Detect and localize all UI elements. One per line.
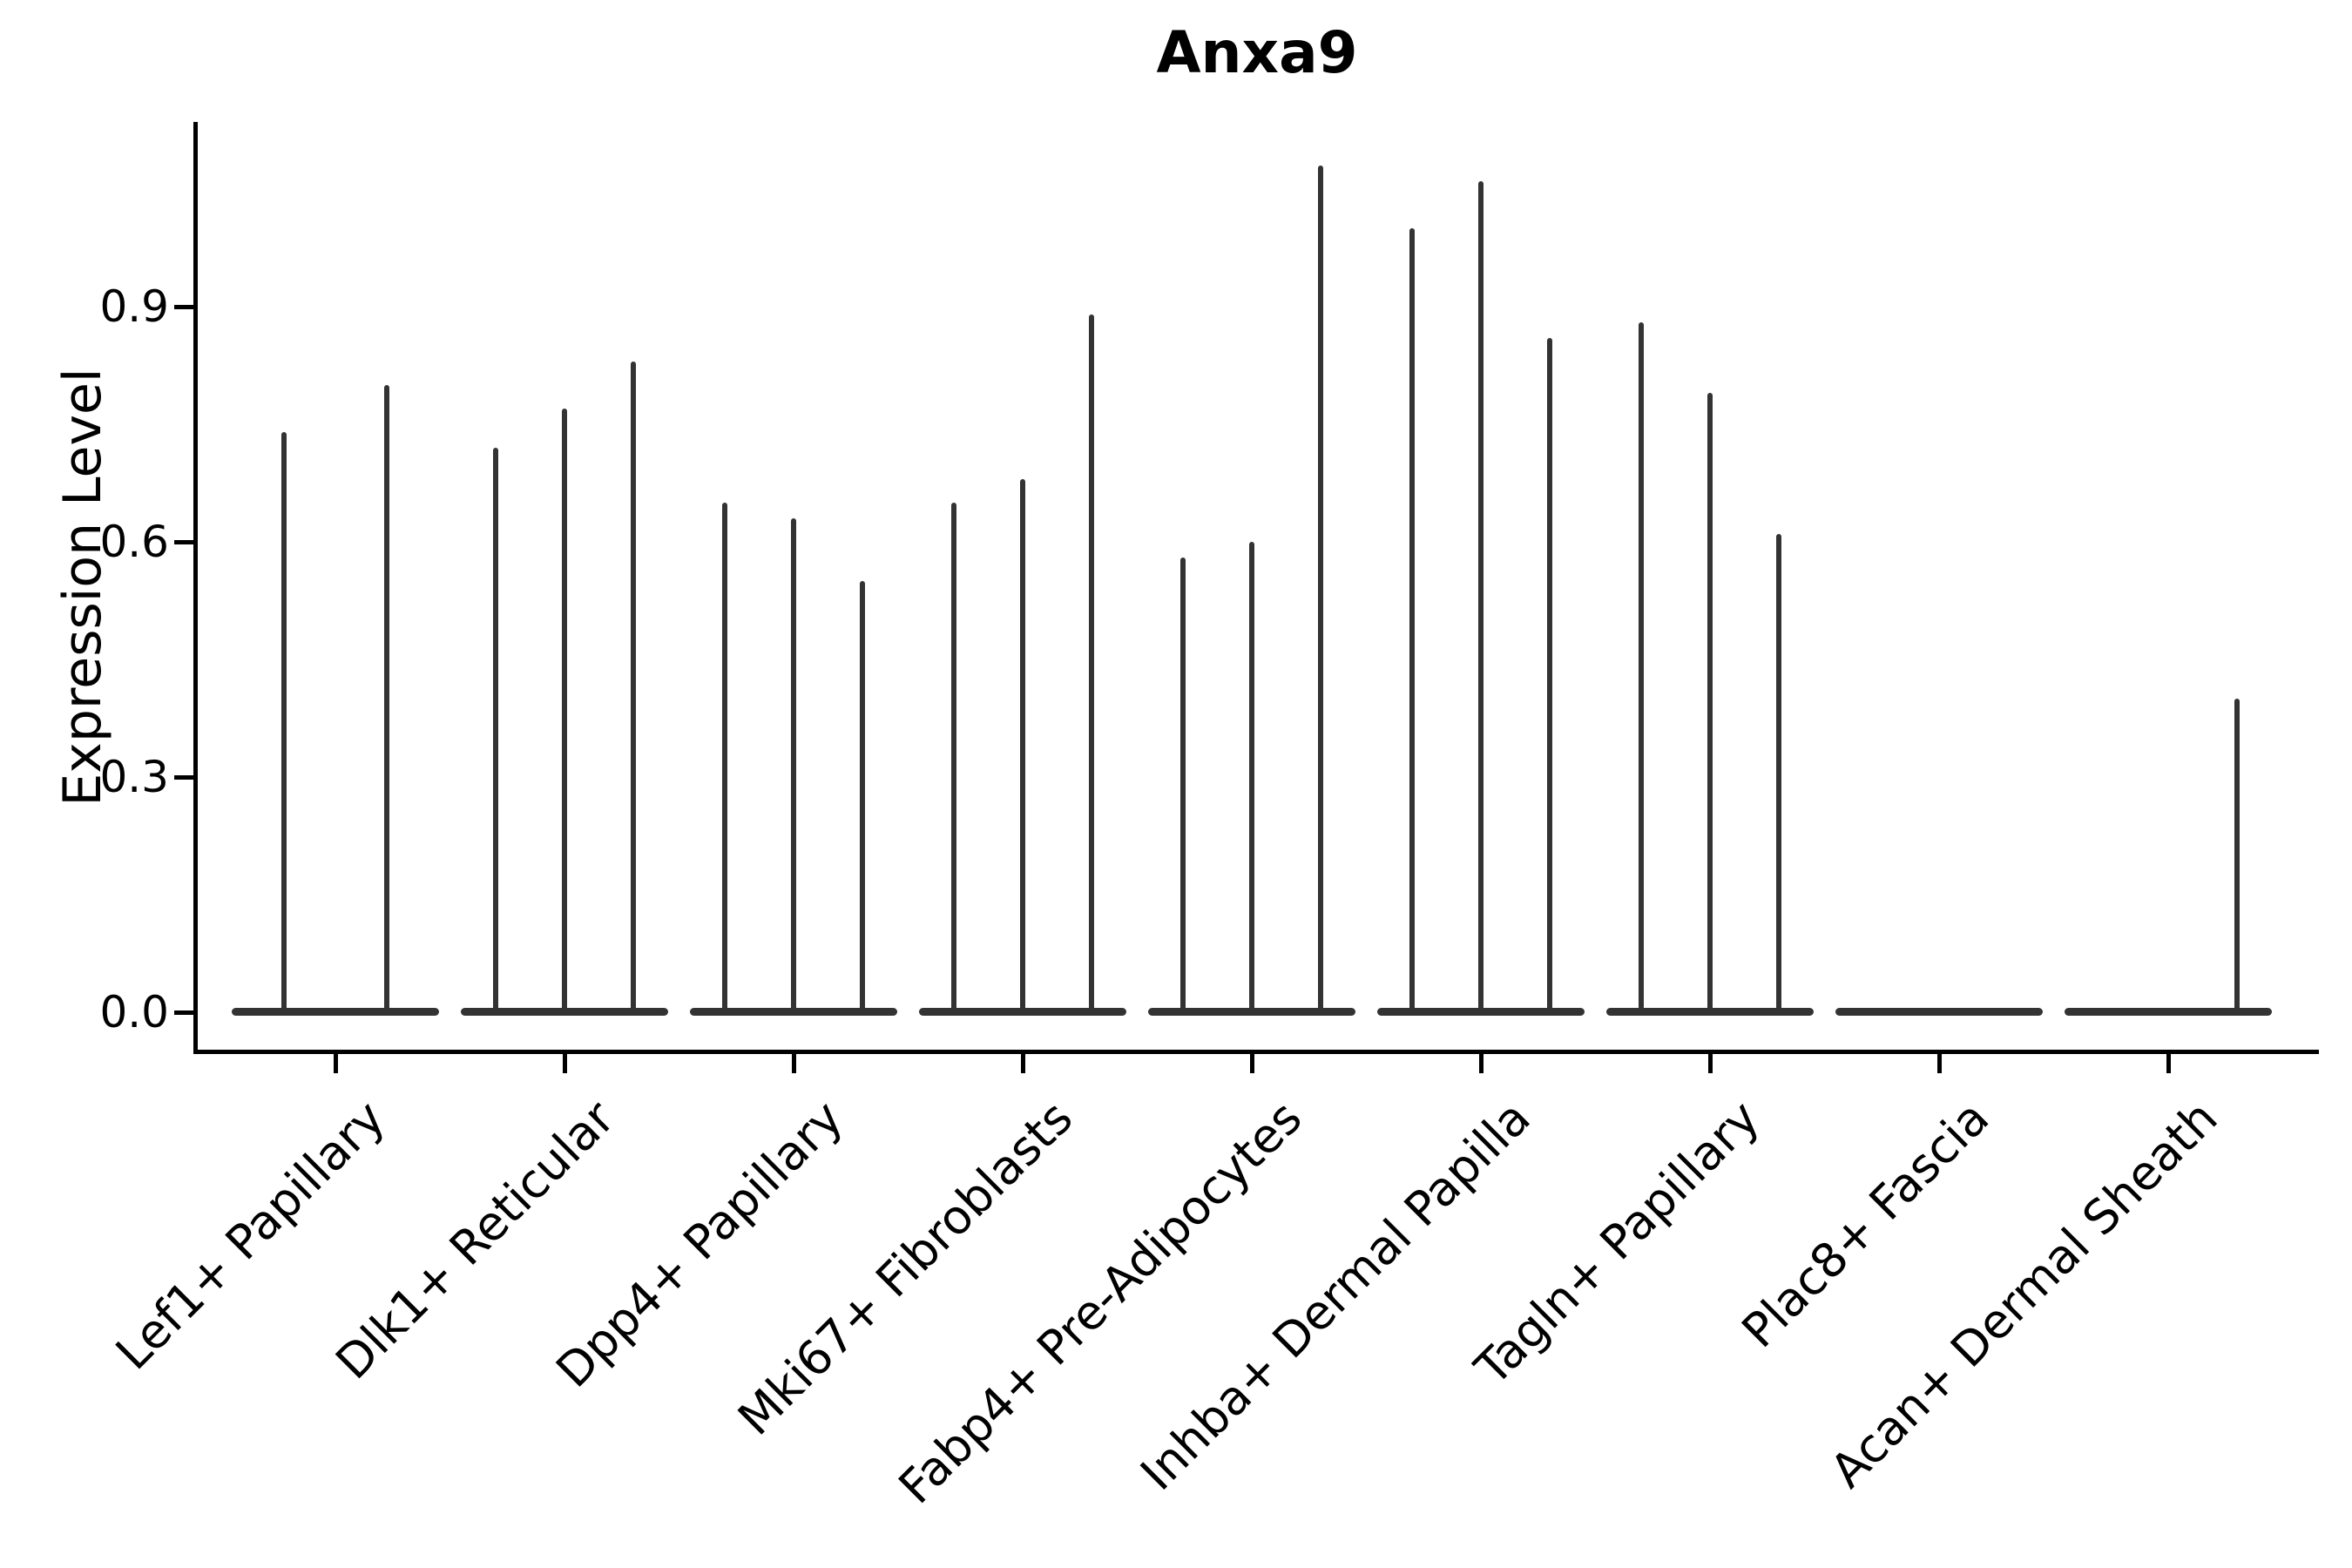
violin-spike	[1707, 393, 1713, 1015]
violin-spike	[1478, 181, 1484, 1015]
y-tick-label: 0.3	[99, 752, 169, 802]
violin-spike	[722, 503, 727, 1015]
violin-spike	[384, 385, 389, 1015]
violin-spike	[631, 362, 636, 1015]
violin-base	[232, 1008, 439, 1016]
violin-spike	[1089, 314, 1094, 1015]
x-tick-mark	[1250, 1054, 1254, 1073]
violin-spike	[951, 503, 956, 1015]
x-category-label: Acan+ Dermal Sheath	[1820, 1090, 2229, 1498]
chart-title: Anxa9	[1156, 19, 1358, 86]
y-tick-mark	[174, 775, 193, 780]
y-tick-label: 0.6	[99, 517, 169, 567]
x-tick-mark	[1708, 1054, 1713, 1073]
y-tick-mark	[174, 540, 193, 544]
x-tick-mark	[1937, 1054, 1942, 1073]
violin-spike	[791, 518, 796, 1015]
violin-spike	[281, 432, 287, 1015]
x-tick-mark	[2166, 1054, 2171, 1073]
x-category-label: Inhba+ Dermal Papilla	[1130, 1090, 1542, 1501]
violin-base	[1835, 1008, 2043, 1016]
y-tick-mark	[174, 305, 193, 309]
violin-spike	[1318, 166, 1323, 1015]
y-tick-label: 0.9	[99, 281, 169, 332]
x-tick-mark	[1021, 1054, 1025, 1073]
violin-spike	[493, 448, 498, 1015]
violin-spike	[1776, 534, 1781, 1015]
y-axis-label: Expression Level	[52, 368, 113, 807]
x-tick-mark	[334, 1054, 338, 1073]
x-axis-spine	[193, 1050, 2319, 1054]
x-category-label: Plac8+ Fascia	[1731, 1090, 2000, 1359]
x-tick-mark	[792, 1054, 796, 1073]
y-tick-mark	[174, 1010, 193, 1015]
violin-spike	[1639, 322, 1644, 1015]
y-tick-label: 0.0	[99, 987, 169, 1037]
violin-spike	[1547, 338, 1552, 1015]
x-tick-mark	[1479, 1054, 1484, 1073]
violin-spike	[1020, 479, 1025, 1015]
violin-spike	[562, 409, 567, 1015]
violin-spike	[2234, 699, 2240, 1015]
y-axis-spine	[193, 122, 198, 1054]
x-tick-mark	[563, 1054, 567, 1073]
violin-spike	[1409, 228, 1415, 1015]
violin-spike	[1180, 558, 1186, 1015]
violin-base	[2065, 1008, 2272, 1016]
violin-spike	[860, 581, 865, 1015]
violin-spike	[1249, 542, 1254, 1015]
x-category-label: Fabp4+ Pre-Adipocytes	[888, 1090, 1313, 1515]
